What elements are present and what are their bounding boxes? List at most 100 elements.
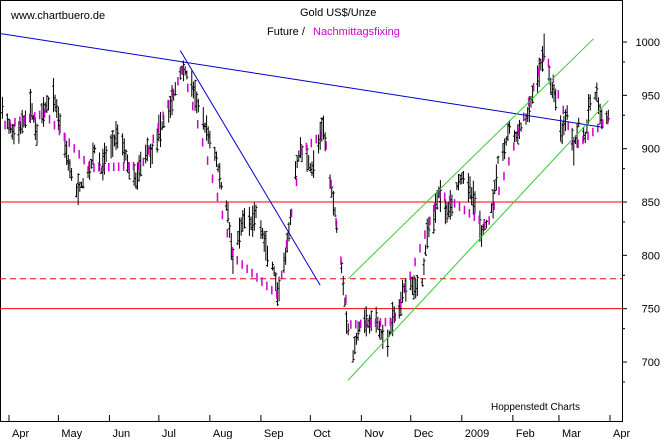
ohlc-bar: [264, 230, 268, 261]
ohlc-bar: [213, 146, 217, 161]
x-tick-label: May: [61, 428, 82, 439]
ohlc-bar: [89, 158, 93, 169]
ohlc-bar: [294, 161, 298, 180]
ohlc-bar: [266, 245, 270, 267]
ohlc-bar: [145, 137, 149, 162]
x-tick-label: Jul: [162, 428, 176, 439]
ohlc-bar: [448, 190, 452, 220]
ohlc-bar: [93, 144, 97, 154]
x-tick-label: Apr: [613, 428, 630, 439]
ohlc-bar: [473, 191, 477, 214]
ohlc-bar: [494, 164, 498, 191]
ohlc-bar: [435, 190, 439, 210]
ohlc-bar: [251, 205, 255, 237]
ohlc-bar: [493, 180, 497, 194]
ohlc-bar: [547, 65, 551, 82]
ohlc-bar: [295, 154, 299, 169]
ohlc-bar: [297, 150, 301, 162]
y-tick-label: 950: [642, 90, 660, 102]
ohlc-bar: [51, 78, 55, 113]
ohlc-bar: [35, 123, 39, 146]
ohlc-bar: [583, 132, 587, 144]
ohlc-bar: [178, 67, 182, 80]
ohlc-bar: [155, 128, 159, 153]
ohlc-bar: [249, 216, 253, 231]
fixing-bars: [4, 53, 609, 329]
ohlc-bar: [226, 202, 230, 224]
ohlc-bar: [193, 79, 197, 111]
ohlc-bar: [190, 70, 194, 97]
ohlc-bar: [298, 137, 302, 159]
ohlc-bar: [241, 210, 245, 232]
ohlc-bar: [0, 96, 4, 119]
x-tick-label: Mar: [562, 428, 581, 439]
ohlc-bar: [331, 190, 335, 216]
ohlc-bar: [272, 266, 276, 276]
ohlc-bar: [247, 206, 251, 236]
ohlc-bar: [565, 105, 569, 120]
source-label: Hoppenstedt Charts: [491, 402, 580, 413]
y-tick-label: 900: [642, 144, 660, 156]
ohlc-bar: [191, 81, 195, 99]
ohlc-bar: [457, 174, 461, 191]
ohlc-bar: [30, 103, 34, 120]
watermark: www.chartbuero.de: [10, 10, 105, 22]
ohlc-bar: [588, 94, 592, 111]
ohlc-bar: [65, 140, 69, 166]
y-tick-label: 800: [642, 250, 660, 262]
ohlc-bar: [66, 154, 70, 171]
x-tick-label: Aug: [213, 428, 233, 439]
ohlc-bar: [598, 103, 602, 125]
ohlc-bar: [504, 137, 508, 146]
ohlc-bar: [277, 276, 281, 302]
ohlc-bar: [450, 194, 454, 217]
x-tick-label: Feb: [516, 428, 535, 439]
ohlc-bar: [489, 203, 493, 213]
subtitle-fixing: Nachmittagsfixing: [313, 26, 400, 38]
ohlc-bar: [562, 115, 566, 136]
ohlc-bar: [425, 218, 429, 249]
ohlc-bar: [585, 119, 589, 133]
chart-title: Gold US$/Unze: [300, 7, 376, 19]
ohlc-bar: [401, 279, 405, 303]
x-tick-label: Nov: [364, 428, 384, 439]
ohlc-bar: [353, 336, 357, 355]
ohlc-bar: [424, 244, 428, 256]
ohlc-bar: [144, 144, 148, 164]
x-tick-label: Dec: [414, 428, 434, 439]
ohlc-bar: [550, 82, 554, 99]
ohlc-bar: [366, 317, 370, 329]
ohlc-bar: [415, 274, 419, 297]
ohlc-bar: [422, 258, 426, 276]
ohlc-bar: [282, 252, 286, 273]
y-axis: 700 750 800 850 900 950 1000: [622, 37, 660, 383]
ohlc-bar: [70, 168, 74, 181]
ohlc-bar: [577, 117, 581, 128]
trend-lines: [0, 33, 604, 286]
ohlc-bar: [229, 232, 233, 260]
ohlc-bar: [445, 202, 449, 223]
channel-line-1: [347, 38, 594, 280]
y-tick-label: 700: [642, 357, 660, 369]
ohlc-bar: [420, 278, 424, 287]
ohlc-bar: [99, 167, 103, 174]
ohlc-bar: [381, 324, 385, 349]
x-axis: Apr May Jun Jul Aug Sep Oct Nov Dec 2009 Feb Mar Apr: [8, 415, 630, 440]
ohlc-bar: [252, 202, 256, 231]
ohlc-bar: [508, 120, 512, 134]
ohlc-bar: [333, 207, 337, 217]
ohlc-bar: [55, 99, 59, 119]
ohlc-bar: [595, 82, 599, 102]
ohlc-bar: [109, 134, 113, 159]
ohlc-bar: [376, 316, 380, 330]
ohlc-bar: [195, 91, 199, 114]
ohlc-bar: [75, 184, 79, 198]
price-bars: [0, 33, 610, 363]
ohlc-bar: [284, 247, 288, 265]
ohlc-bar: [274, 272, 278, 292]
ohlc-bar: [323, 132, 327, 152]
ohlc-bar: [461, 170, 465, 184]
ohlc-bar: [559, 115, 563, 142]
subtitle-future: Future /: [267, 26, 306, 38]
